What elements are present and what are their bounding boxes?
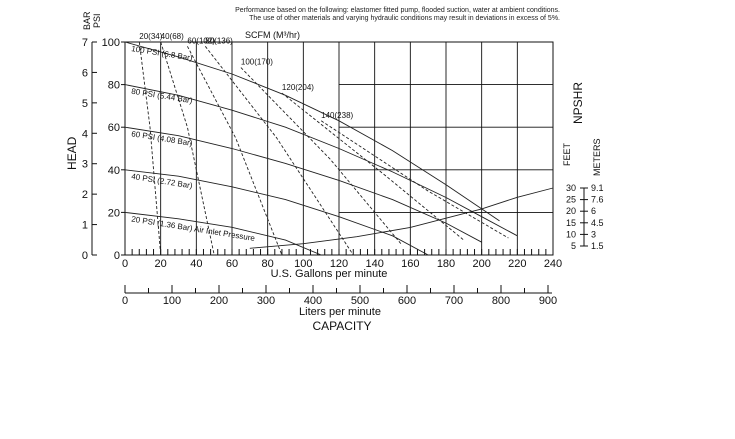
npshr-meters-tick-label: 3	[591, 229, 596, 239]
lpm-tick-label: 700	[445, 295, 463, 307]
pressure-curve	[124, 169, 429, 256]
psi-axis-label: PSI	[92, 13, 102, 28]
x-tick-label: 180	[437, 258, 455, 270]
x-tick-label: 220	[508, 258, 526, 270]
scfm-line-label: 120(204)	[282, 83, 314, 92]
bar-tick-label: 7	[82, 37, 88, 49]
npshr-feet-tick-label: 5	[571, 241, 576, 251]
scfm-line	[281, 92, 465, 241]
bar-tick-label: 3	[82, 159, 88, 171]
scfm-line	[138, 41, 162, 256]
x-tick-label: 200	[472, 258, 490, 270]
pressure-curve	[124, 126, 482, 243]
lpm-tick-label: 600	[398, 295, 416, 307]
scfm-line-label: 80(136)	[205, 36, 233, 45]
lpm-tick-label: 800	[492, 295, 510, 307]
npshr-meters-tick-label: 1.5	[591, 241, 604, 251]
psi-tick-label: 40	[108, 165, 120, 177]
x-tick-label: 60	[226, 258, 238, 270]
psi-tick-label: 100	[102, 37, 120, 49]
x-tick-label: 20	[155, 258, 167, 270]
bar-tick-label: 5	[82, 98, 88, 110]
x-tick-label: 40	[190, 258, 202, 270]
lpm-tick-label: 200	[210, 295, 228, 307]
npshr-feet-label: FEET	[562, 142, 572, 166]
npshr-feet-tick-label: 25	[566, 195, 576, 205]
lpm-tick-label: 100	[163, 295, 181, 307]
npshr-feet-tick-label: 10	[566, 229, 576, 239]
pressure-curve-label: 60 PSI (4.08 Bar)	[131, 129, 194, 148]
x-tick-label: 240	[544, 258, 562, 270]
performance-note: Performance based on the following: elas…	[120, 7, 560, 23]
bar-tick-label: 0	[82, 250, 88, 262]
x-tick-label: 0	[122, 258, 128, 270]
x-tick-label: 160	[401, 258, 419, 270]
lpm-tick-label: 300	[257, 295, 275, 307]
pressure-curve-label: 80 PSI (5.44 Bar)	[131, 87, 194, 106]
pressure-curve	[124, 41, 500, 222]
lpm-axis-label: Liters per minute	[299, 306, 381, 318]
npshr-curve	[249, 187, 554, 249]
performance-note-line-2: The use of other materials and varying h…	[249, 15, 560, 22]
scfm-line	[160, 41, 215, 256]
x-tick-label: 120	[330, 258, 348, 270]
scfm-line	[204, 46, 354, 256]
bar-tick-label: 4	[82, 128, 88, 140]
head-label: HEAD	[65, 136, 79, 170]
npshr-meters-tick-label: 9.1	[591, 183, 604, 193]
npshr-meters-label: METERS	[592, 138, 602, 176]
scfm-line-label: 140(238)	[321, 111, 353, 120]
bar-tick-label: 1	[82, 220, 88, 232]
lpm-tick-label: 400	[304, 295, 322, 307]
performance-note-line-1: Performance based on the following: elas…	[235, 7, 560, 14]
lpm-tick-label: 0	[122, 295, 128, 307]
psi-tick-label: 0	[114, 250, 120, 262]
npshr-meters-tick-label: 7.6	[591, 195, 604, 205]
scfm-line-label: 40(68)	[161, 32, 184, 41]
scfm-label: SCFM (M³/hr)	[245, 30, 300, 40]
pressure-curve	[124, 211, 322, 256]
x-tick-label: 140	[365, 258, 383, 270]
npshr-feet-tick-label: 15	[566, 218, 576, 228]
npshr-feet-tick-label: 20	[566, 206, 576, 216]
lpm-tick-label: 500	[351, 295, 369, 307]
pressure-curve	[124, 84, 518, 237]
x-axis-label: U.S. Gallons per minute	[271, 268, 388, 280]
lpm-tick-label: 900	[539, 295, 557, 307]
bar-tick-label: 6	[82, 67, 88, 79]
scfm-line	[240, 67, 402, 245]
scfm-line-label: 20(34)	[139, 32, 162, 41]
scfm-line	[187, 46, 283, 256]
x-tick-label: 100	[294, 258, 312, 270]
psi-tick-label: 20	[108, 207, 120, 219]
scfm-line-label: 100(170)	[241, 58, 273, 67]
npshr-feet-tick-label: 30	[566, 183, 576, 193]
npshr-label: NPSHR	[571, 82, 585, 124]
bar-tick-label: 2	[82, 189, 88, 201]
capacity-label: CAPACITY	[312, 319, 371, 333]
npshr-meters-tick-label: 4.5	[591, 218, 604, 228]
x-tick-label: 80	[262, 258, 274, 270]
psi-tick-label: 80	[108, 80, 120, 92]
psi-tick-label: 60	[108, 122, 120, 134]
scfm-line-label: 60(102)	[187, 36, 215, 45]
bar-axis-label: BAR	[82, 11, 92, 30]
npshr-meters-tick-label: 6	[591, 206, 596, 216]
scfm-line	[320, 120, 509, 239]
